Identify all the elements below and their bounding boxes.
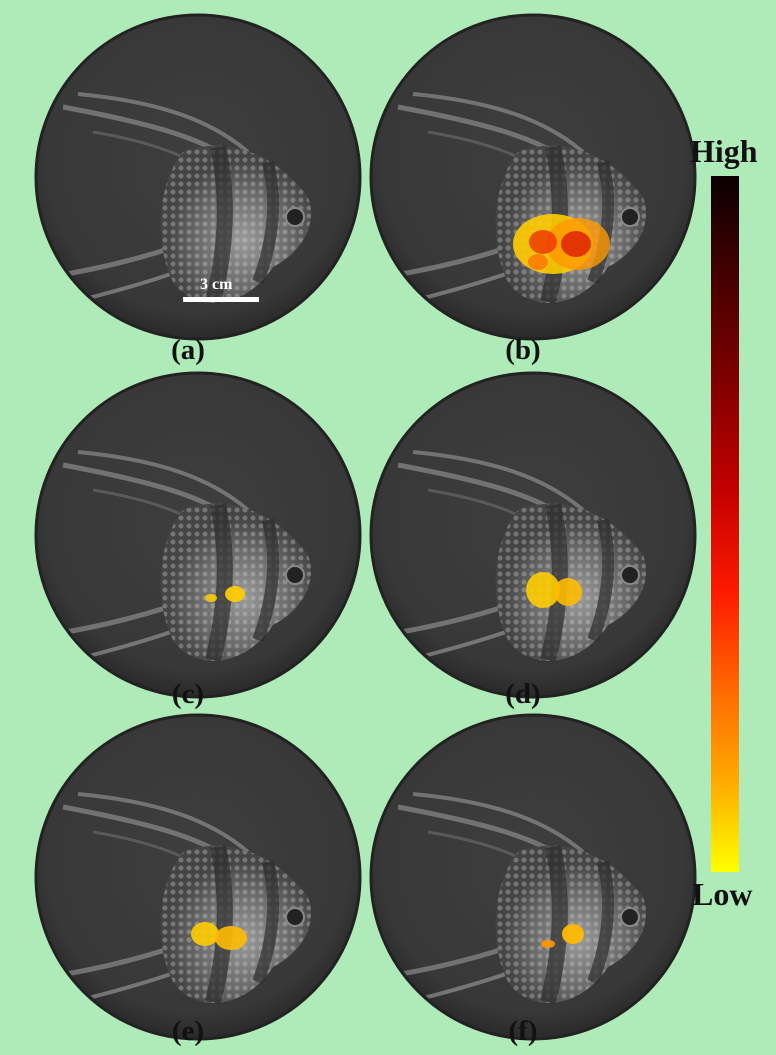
fish-image-panel-d xyxy=(368,370,698,700)
fish-image-panel-b xyxy=(368,12,698,342)
panel-caption-a: (a) xyxy=(171,334,205,366)
fish-image-panel-f xyxy=(368,712,698,1042)
panel-caption-d: (d) xyxy=(505,678,541,710)
heat-region-e xyxy=(191,922,247,950)
fish-image-panel-a xyxy=(33,12,363,342)
heat-region-c xyxy=(205,586,245,602)
colorbar-low-label: Low xyxy=(692,876,753,912)
panel-caption-f: (f) xyxy=(508,1015,538,1047)
scale-bar-label: 3 cm xyxy=(200,276,233,293)
panel-caption-c: (c) xyxy=(171,678,205,710)
heat-region-b xyxy=(513,214,610,274)
colorbar xyxy=(711,176,739,872)
fish-image-panel-e xyxy=(33,712,363,1042)
heat-region-f xyxy=(541,924,584,948)
panel-caption-b: (b) xyxy=(505,334,541,366)
panel-caption-e: (e) xyxy=(171,1015,205,1047)
colorbar-high-label: High xyxy=(690,133,758,169)
heat-region-d xyxy=(526,572,582,608)
scale-bar xyxy=(183,297,259,302)
fish-image-panel-c xyxy=(33,370,363,700)
